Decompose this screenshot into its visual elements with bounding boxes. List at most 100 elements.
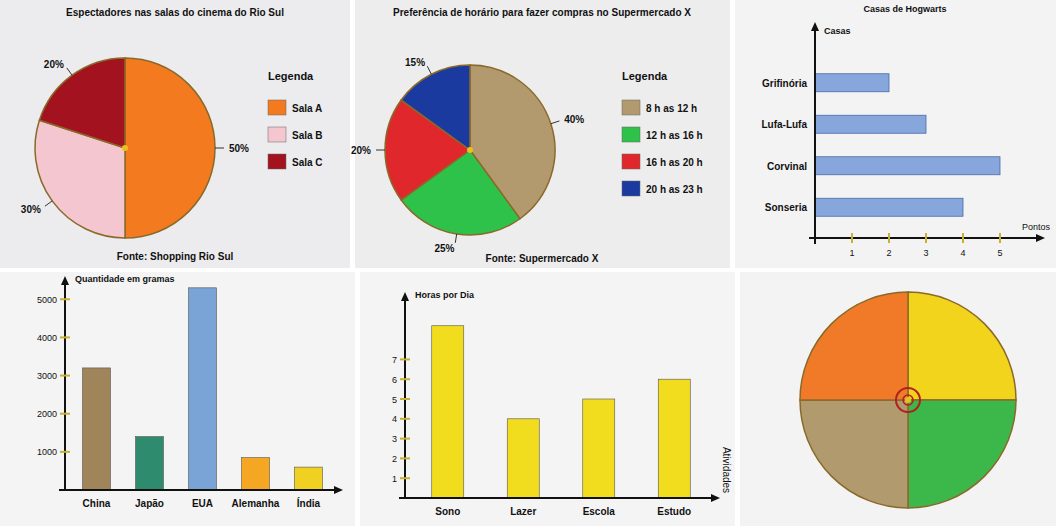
legend-swatch: [622, 127, 640, 142]
bar: [295, 467, 323, 490]
y-tick: [400, 418, 410, 420]
y-tick: [400, 358, 410, 360]
slice: [908, 292, 1016, 400]
x-tick-label: 2: [886, 248, 891, 258]
source: Fonte: Shopping Rio Sul: [117, 251, 234, 262]
x-axis: [809, 237, 1037, 239]
bar: [815, 157, 1000, 175]
slice: [39, 58, 125, 148]
legend: Legenda8 h as 12 h12 h as 16 h16 h as 20…: [622, 70, 703, 196]
x-tick-label: EUA: [192, 498, 213, 509]
panel: [740, 272, 1056, 526]
y-tick-label: Sonseria: [765, 202, 808, 213]
axis-arrow: [711, 494, 720, 502]
bar-chart: Casas de HogwartsGrifinóriaLufa-LufaCorv…: [761, 4, 1050, 258]
source: Fonte: Supermercado X: [486, 253, 599, 264]
chart-title: Espectadores nas salas do cinema do Rio …: [66, 7, 284, 18]
data-label: 20%: [44, 59, 64, 70]
x-tick-label: Estudo: [657, 506, 691, 517]
legend-swatch: [268, 127, 286, 142]
bars: [83, 288, 323, 490]
leader-line: [45, 201, 52, 206]
y-tick: [60, 298, 70, 300]
y-tick-label: 3000: [37, 371, 57, 381]
leader-line: [376, 150, 385, 151]
leader-line: [427, 66, 431, 74]
slice-labels: 40%25%20%15%: [351, 57, 584, 254]
target-ring: [896, 388, 920, 412]
bar: [815, 74, 889, 92]
target-ring: [903, 395, 913, 405]
center-dot: [122, 145, 128, 151]
y-axis: [64, 284, 66, 490]
x-tick-label: China: [83, 498, 111, 509]
axis-arrow: [811, 22, 819, 31]
x-tick-label: Índia: [297, 497, 321, 509]
center-dot: [905, 397, 911, 403]
pie-chart: [800, 292, 1016, 508]
legend-title: Legenda: [268, 70, 314, 82]
x-tick-label: Sono: [435, 506, 460, 517]
panel: [0, 0, 350, 268]
bar-chart: SonoLazerEscolaEstudo1234567Horas por Di…: [392, 290, 732, 517]
panel: [735, 0, 1056, 268]
bar-chart: ChinaJapãoEUAAlemanhaÍndia10002000300040…: [37, 274, 343, 509]
y-axis-title: Horas por Dia: [415, 290, 475, 300]
bar: [83, 368, 111, 490]
y-tick-label: 3: [392, 434, 397, 444]
legend-label: Sala B: [292, 130, 323, 141]
y-axis-title: Casas: [824, 26, 851, 36]
bar: [815, 115, 926, 133]
axis-arrow: [401, 292, 409, 301]
legend-label: 20 h as 23 h: [646, 184, 703, 195]
data-label: 50%: [229, 143, 249, 154]
x-axis-title: Pontos: [1022, 222, 1051, 232]
y-tick: [60, 413, 70, 415]
x-tick-label: 1: [849, 248, 854, 258]
slices: [385, 65, 555, 235]
chart-title: Preferência de horário para fazer compra…: [393, 7, 691, 18]
x-tick-label: 4: [960, 248, 965, 258]
x-tick: [925, 233, 927, 243]
leader-line: [551, 121, 560, 124]
legend-label: Sala A: [292, 103, 322, 114]
bar: [136, 437, 164, 490]
legend-label: 16 h as 20 h: [646, 157, 703, 168]
bar: [583, 399, 615, 498]
legend-label: 12 h as 16 h: [646, 130, 703, 141]
canvas: Espectadores nas salas do cinema do Rio …: [0, 0, 1056, 526]
x-tick-label: Escola: [583, 506, 616, 517]
y-tick: [60, 451, 70, 453]
slices: [35, 58, 215, 238]
x-tick-label: Japão: [135, 498, 164, 509]
bar: [432, 326, 464, 498]
slices: [800, 292, 1016, 508]
leader-line: [215, 148, 224, 149]
y-tick: [400, 457, 410, 459]
y-tick-label: 2: [392, 454, 397, 464]
panel: [0, 272, 355, 526]
x-tick-label: 3: [923, 248, 928, 258]
y-tick-label: 4: [392, 414, 397, 424]
chart-title: Casas de Hogwarts: [863, 4, 946, 14]
panel: [355, 0, 730, 268]
x-tick-label: 5: [997, 248, 1002, 258]
y-tick: [400, 438, 410, 440]
pie-chart: Espectadores nas salas do cinema do Rio …: [21, 7, 323, 262]
legend-swatch: [622, 100, 640, 115]
slice: [401, 65, 470, 150]
data-label: 15%: [405, 57, 425, 68]
slice: [908, 400, 1016, 508]
y-tick: [400, 398, 410, 400]
pie-chart: Preferência de horário para fazer compra…: [351, 7, 703, 264]
x-tick: [999, 233, 1001, 243]
x-axis-title: Atividades: [721, 447, 732, 493]
x-tick: [851, 233, 853, 243]
x-axis: [399, 497, 712, 499]
y-tick: [400, 477, 410, 479]
y-tick-label: Lufa-Lufa: [761, 119, 807, 130]
bar: [189, 288, 217, 490]
y-tick: [60, 375, 70, 377]
slice: [800, 400, 908, 508]
bar: [815, 198, 963, 216]
